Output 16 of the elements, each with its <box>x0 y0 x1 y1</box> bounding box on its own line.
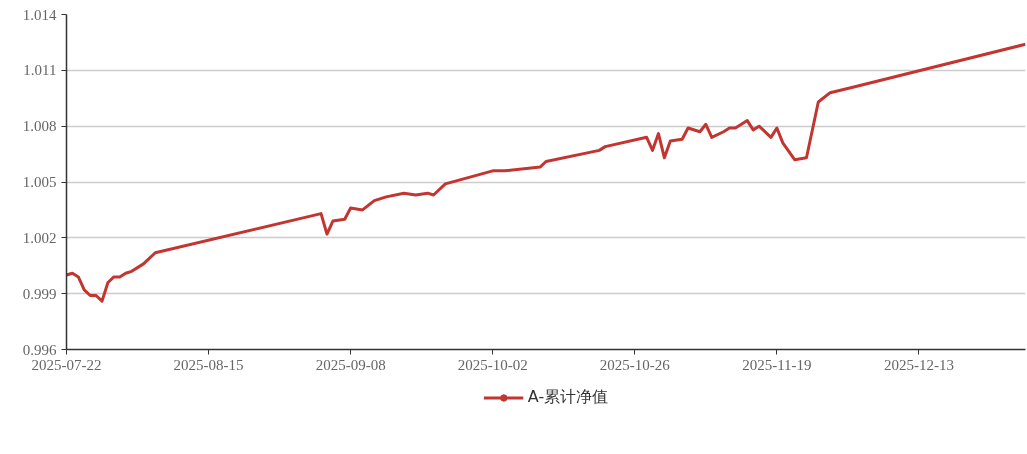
y-tick-label: 1.005 <box>22 174 57 190</box>
y-tick-label: 0.999 <box>22 285 57 302</box>
x-tick-label: 2025-09-08 <box>315 356 386 373</box>
y-tick-label: 1.002 <box>22 229 57 246</box>
y-tick-label: 0.996 <box>22 341 57 358</box>
x-tick-label: 2025-11-19 <box>742 356 812 373</box>
y-tick-label: 1.014 <box>22 6 57 23</box>
x-tick-label: 2025-08-15 <box>173 356 244 373</box>
y-tick-label: 1.011 <box>23 62 57 79</box>
x-tick-label: 2025-10-02 <box>457 356 528 373</box>
x-tick-label: 2025-10-26 <box>599 356 671 373</box>
x-tick-label: 2025-12-13 <box>883 356 954 373</box>
line-series <box>66 42 1026 303</box>
y-tick-label: 1.008 <box>22 118 57 135</box>
x-tick-label: 2025-07-22 <box>31 356 102 373</box>
legend-label: A-累计净值 <box>527 386 609 408</box>
